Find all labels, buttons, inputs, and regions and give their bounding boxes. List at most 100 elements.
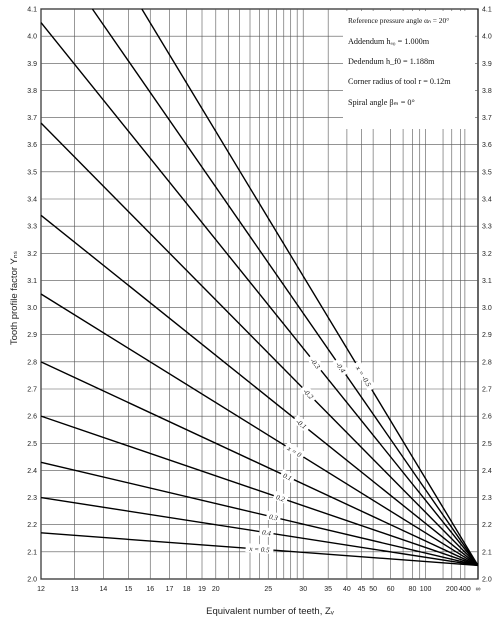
- x-tick-label: 45: [358, 586, 366, 593]
- curve-label: x = -0.5: [354, 364, 373, 389]
- curve-label-bg: [352, 360, 377, 392]
- y-axis-title: Tooth profile factor Yₙₛ: [9, 250, 20, 345]
- y-tick-label-right: 2.2: [482, 522, 492, 529]
- curve-label-bg: [245, 543, 274, 555]
- y-tick-label: 3.2: [27, 251, 37, 258]
- y-tick-label: 2.3: [27, 495, 37, 502]
- x-axis-title: Equivalent number of teeth, Zᵥ: [206, 606, 335, 617]
- y-tick-label-right: 2.7: [482, 387, 492, 394]
- y-tick-label: 2.5: [27, 441, 37, 448]
- x-tick-label: 13: [71, 586, 79, 593]
- legend-corner-radius: Corner radius of tool r = 0.12m: [348, 77, 451, 86]
- y-tick-label-right: 2.3: [482, 495, 492, 502]
- y-tick-label-right: 3.2: [482, 251, 492, 258]
- y-tick-label: 2.1: [27, 549, 37, 556]
- tick-labels: 2.0 2.0 2.1 2.1 2.2 2.2 2.3 2.3 2.4 2.4 2.5 2.5 2.6 2…: [27, 7, 492, 594]
- curve-line: [40, 122, 479, 566]
- curve-label-bg: [265, 510, 282, 523]
- y-tick-label-right: 2.4: [482, 468, 492, 475]
- x-tick-label: 60: [387, 586, 395, 593]
- y-tick-label: 2.6: [27, 414, 37, 421]
- x-tick-label: 25: [264, 586, 272, 593]
- y-tick-label-right: 2.9: [482, 332, 492, 339]
- y-tick-label: 2.2: [27, 522, 37, 529]
- curve-label-bg: [279, 469, 297, 484]
- curve-line: [40, 22, 479, 566]
- y-tick-label: 4.1: [27, 7, 37, 14]
- curve-label-bg: [272, 490, 289, 505]
- legend-addendum: Addendum hₐ₀ = 1.000m: [348, 37, 430, 46]
- curve-line: [40, 361, 479, 567]
- x-tick-label: 200: [446, 586, 458, 593]
- x-tick-label: 400: [459, 586, 471, 593]
- x-tick-label: 100: [420, 586, 432, 593]
- legend-dedendum: Dedendum h_f0 = 1.188m: [348, 57, 435, 66]
- x-tick-label: 50: [369, 586, 377, 593]
- x-tick-label: 17: [166, 586, 174, 593]
- y-tick-label: 3.1: [27, 278, 37, 285]
- y-tick-label: 3.0: [27, 305, 37, 312]
- y-tick-label: 3.4: [27, 197, 37, 204]
- y-tick-label: 4.0: [27, 34, 37, 41]
- y-tick-label-right: 2.5: [482, 441, 492, 448]
- x-tick-label: 20: [212, 586, 220, 593]
- x-tick-label: 15: [125, 586, 133, 593]
- x-tick-label: 14: [100, 586, 108, 593]
- x-tick-label: 16: [146, 586, 154, 593]
- y-tick-label: 2.4: [27, 468, 37, 475]
- y-tick-label-right: 3.3: [482, 224, 492, 231]
- legend-pressure-angle: Reference pressure angle αₙ = 20°: [348, 16, 450, 25]
- legend-box: Reference pressure angle αₙ = 20° Addend…: [343, 11, 475, 129]
- x-tick-label: 19: [198, 586, 206, 593]
- curve-label: x = 0.5: [248, 545, 270, 555]
- curve-line: [141, 8, 479, 566]
- y-tick-label: 3.6: [27, 142, 37, 149]
- y-tick-label: 3.7: [27, 115, 37, 122]
- y-tick-label: 3.8: [27, 88, 37, 95]
- y-tick-label-right: 3.7: [482, 115, 492, 122]
- y-tick-label-right: 3.6: [482, 142, 492, 149]
- chart-grid: [40, 8, 479, 580]
- curve-line: [40, 415, 479, 567]
- y-tick-label: 2.0: [27, 577, 37, 584]
- curve-line: [40, 293, 479, 567]
- y-tick-label-right: 3.4: [482, 197, 492, 204]
- y-tick-label-right: 3.1: [482, 278, 492, 285]
- y-tick-label: 3.9: [27, 61, 37, 68]
- y-tick-label-right: 2.0: [482, 577, 492, 584]
- x-tick-label: 30: [299, 586, 307, 593]
- y-tick-label-right: 2.1: [482, 549, 492, 556]
- curve-label: 0.4: [261, 528, 271, 537]
- y-tick-label-right: 3.9: [482, 61, 492, 68]
- curve-label: 0.3: [268, 513, 279, 523]
- y-tick-label: 3.3: [27, 224, 37, 231]
- x-tick-label: ∞: [476, 586, 481, 593]
- y-tick-label: 2.8: [27, 359, 37, 366]
- curve-line: [40, 214, 479, 566]
- curve-label: 0.1: [282, 472, 293, 483]
- x-tick-label: 35: [324, 586, 332, 593]
- y-tick-label-right: 2.8: [482, 359, 492, 366]
- curve-label-bg: [332, 357, 350, 377]
- x-tick-label: 80: [409, 586, 417, 593]
- curve-line: [40, 461, 479, 567]
- legend-spiral-angle: Spiral angle βₘ = 0°: [348, 98, 415, 107]
- x-tick-label: 12: [37, 586, 45, 593]
- y-tick-label-right: 3.5: [482, 169, 492, 176]
- y-tick-label: 3.5: [27, 169, 37, 176]
- curve-line: [91, 8, 479, 566]
- curve-label-bg: [283, 441, 307, 461]
- y-tick-label: 2.9: [27, 332, 37, 339]
- y-tick-label-right: 2.6: [482, 414, 492, 421]
- y-tick-label-right: 4.1: [482, 7, 492, 14]
- y-tick-label: 2.7: [27, 387, 37, 394]
- y-tick-label-right: 3.0: [482, 305, 492, 312]
- curve-label-bg: [299, 383, 319, 403]
- curve-label-bg: [258, 526, 275, 538]
- curve-label: 0.2: [275, 493, 286, 504]
- y-tick-label-right: 4.0: [482, 34, 492, 41]
- y-tick-label-right: 3.8: [482, 88, 492, 95]
- curve-label-bg: [306, 353, 325, 373]
- x-tick-label: 40: [343, 586, 351, 593]
- x-tick-label: 18: [183, 586, 191, 593]
